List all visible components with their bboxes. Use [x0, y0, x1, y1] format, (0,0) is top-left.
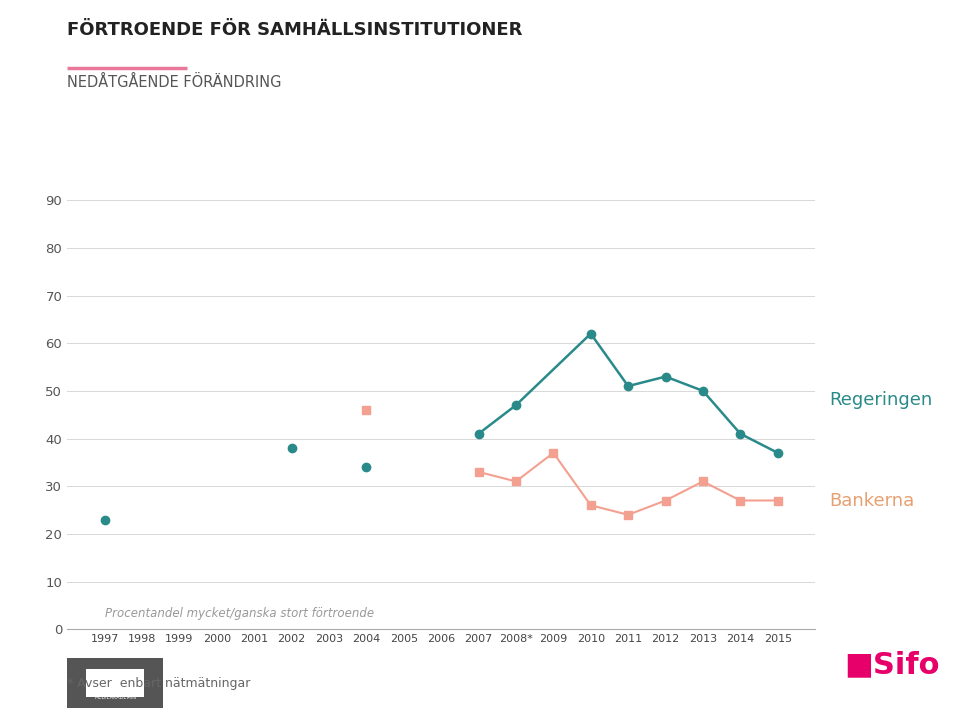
Text: NEDÅTGÅENDE FÖRÄNDRING: NEDÅTGÅENDE FÖRÄNDRING [67, 75, 282, 90]
Text: Procentandel mycket/ganska stort förtroende: Procentandel mycket/ganska stort förtroe… [105, 606, 374, 620]
Text: Regeringen: Regeringen [830, 391, 933, 410]
Text: ■Sifo: ■Sifo [844, 650, 940, 679]
Text: FÖRTROENDE FÖR SAMHÄLLSINSTITUTIONER: FÖRTROENDE FÖR SAMHÄLLSINSTITUTIONER [67, 21, 523, 39]
Text: Bankerna: Bankerna [830, 491, 915, 510]
Text: * Avser  enbart nätmätningar: * Avser enbart nätmätningar [67, 677, 250, 690]
Text: MEDIEAKADEMIN: MEDIEAKADEMIN [94, 696, 136, 701]
